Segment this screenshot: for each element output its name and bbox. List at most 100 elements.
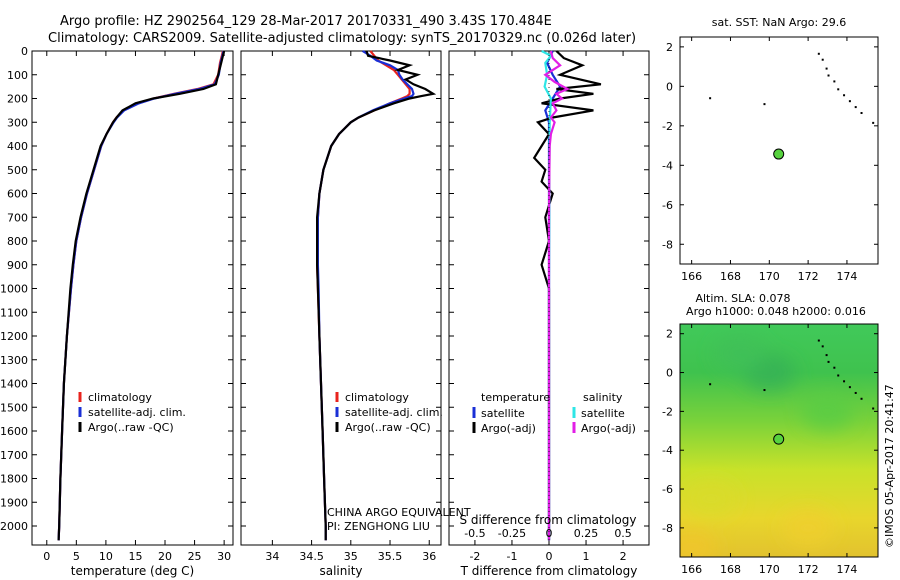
difference-xtick-label: 1 <box>583 550 590 563</box>
temperature-xtick-label: 5 <box>73 550 80 563</box>
difference-xtick-label: -2 <box>469 550 480 563</box>
salinity-xlabel: salinity <box>319 564 362 578</box>
sla-map-xtick-label: 170 <box>759 563 780 576</box>
sst-map-coast-point <box>817 52 820 55</box>
sla-map-coast-point <box>860 397 863 400</box>
sst-map-coast-point <box>872 121 875 124</box>
sst-map-coast-point <box>709 97 712 100</box>
temperature-xtick-label: 25 <box>188 550 202 563</box>
sst-map-coast-point <box>821 58 824 61</box>
sla-blobs <box>680 335 854 557</box>
depth-tick-label: 1400 <box>0 378 28 391</box>
temperature-axes-frame <box>31 50 234 546</box>
depth-tick-label: 800 <box>7 235 28 248</box>
difference-series-s-argo-adj- <box>543 50 570 541</box>
salinity-xtick-label: 34.5 <box>299 550 324 563</box>
sst-map-coast-point <box>825 67 828 70</box>
difference-legend-label: satellite <box>581 407 625 420</box>
difference-top-tick-label: 0.25 <box>574 527 599 540</box>
salinity-legend-label: satellite-adj. clim. <box>345 406 443 419</box>
depth-tick-label: 200 <box>7 93 28 106</box>
salinity-xtick-label: 35.5 <box>378 550 403 563</box>
depth-tick-label: 1100 <box>0 306 28 319</box>
difference-top-tick-label: -0.5 <box>464 527 485 540</box>
temperature-xtick-label: 15 <box>128 550 142 563</box>
depth-tick-label: 600 <box>7 188 28 201</box>
sla-map-ytick-label: -8 <box>662 522 673 535</box>
temperature-legend-label: Argo(..raw -QC) <box>88 421 174 434</box>
sla-map-title-1: Altim. SLA: 0.078 <box>695 292 790 305</box>
sst-map-xtick-label: 168 <box>720 270 741 283</box>
sst-map-coast-point <box>860 112 863 115</box>
sla-map-xtick-label: 166 <box>681 563 702 576</box>
difference-legend-label: Argo(-adj) <box>481 422 536 435</box>
sst-map-coast-point <box>837 88 840 91</box>
sla-blob <box>801 393 854 430</box>
difference-legend-label: Argo(-adj) <box>581 422 636 435</box>
sst-map-ytick-label: -8 <box>662 238 673 251</box>
depth-tick-label: 900 <box>7 259 28 272</box>
sla-blob <box>685 480 738 517</box>
depth-tick-label: 700 <box>7 211 28 224</box>
sla-map-ytick-label: -6 <box>662 483 673 496</box>
depth-tick-label: 1300 <box>0 354 28 367</box>
difference-xtick-label: -1 <box>506 550 517 563</box>
sla-map-xtick-label: 174 <box>836 563 857 576</box>
sla-map-coast-point <box>817 339 820 342</box>
sla-map-ytick-label: -4 <box>662 444 673 457</box>
difference-legend-header-salinity: salinity <box>583 391 623 404</box>
difference-legend-header-temperature: temperature <box>481 391 550 404</box>
salinity-annotation-2: PI: ZENGHONG LIU <box>327 520 430 533</box>
sst-map-coast-point <box>833 80 836 83</box>
sst-map-ytick-label: 0 <box>666 80 673 93</box>
temperature-xtick-label: 10 <box>99 550 113 563</box>
sst-map-ytick-label: -4 <box>662 159 673 172</box>
depth-tick-label: 500 <box>7 164 28 177</box>
difference-top-xlabel: S difference from climatology <box>460 513 637 527</box>
sla-map-coast-point <box>763 389 766 392</box>
sla-map-coast-point <box>709 383 712 386</box>
sst-map-ytick-label: -6 <box>662 199 673 212</box>
sla-map-coast-point <box>825 354 828 357</box>
sst-map-xtick-label: 174 <box>836 270 857 283</box>
salinity-legend-label: Argo(..raw -QC) <box>345 421 431 434</box>
figure-title-line2: Climatology: CARS2009. Satellite-adjuste… <box>48 31 637 46</box>
temperature-xtick-label: 30 <box>217 550 231 563</box>
sla-map-coast-point <box>872 407 875 410</box>
sst-map-coast-point <box>827 74 830 77</box>
sst-map-coast-point <box>763 103 766 106</box>
sla-map-coast-point <box>854 391 857 394</box>
depth-tick-label: 1500 <box>0 401 28 414</box>
difference-xtick-label: 2 <box>620 550 627 563</box>
sla-map-coast-point <box>821 345 824 348</box>
difference-top-tick-label: 0 <box>546 527 553 540</box>
imos-credit: ©IMOS 05-Apr-2017 20:41:47 <box>883 384 896 548</box>
temperature-xtick-label: 0 <box>43 550 50 563</box>
difference-legend-label: satellite <box>481 407 525 420</box>
sla-map-argo-marker <box>773 433 785 445</box>
depth-tick-label: 1700 <box>0 449 28 462</box>
sst-map-coast-point <box>848 100 851 103</box>
temperature-xlabel: temperature (deg C) <box>71 564 194 578</box>
figure-title-line1: Argo profile: HZ 2902564_129 28-Mar-2017… <box>60 14 552 29</box>
depth-tick-label: 1600 <box>0 425 28 438</box>
sla-map-coast-point <box>837 374 840 377</box>
sla-map-coast-point <box>827 360 830 363</box>
sst-map-xtick-label: 170 <box>759 270 780 283</box>
sla-map-coast-point <box>848 386 851 389</box>
sst-map-ytick-label: -2 <box>662 120 673 133</box>
sst-map-title: sat. SST: NaN Argo: 29.6 <box>712 16 846 29</box>
sla-map-ytick-label: 0 <box>666 367 673 380</box>
salinity-annotation-1: CHINA ARGO EQUIVALENT <box>327 506 471 519</box>
depth-tick-label: 1200 <box>0 330 28 343</box>
sla-map-ytick-label: 2 <box>666 328 673 341</box>
sla-blob <box>714 335 767 372</box>
temperature-legend-label: climatology <box>88 391 152 404</box>
difference-top-tick-label: -0.25 <box>498 527 526 540</box>
depth-tick-label: 100 <box>7 69 28 82</box>
sst-map-xtick-label: 166 <box>681 270 702 283</box>
depth-tick-label: 2000 <box>0 520 28 533</box>
salinity-xtick-label: 34 <box>265 550 279 563</box>
difference-xlabel: T difference from climatology <box>460 564 638 578</box>
